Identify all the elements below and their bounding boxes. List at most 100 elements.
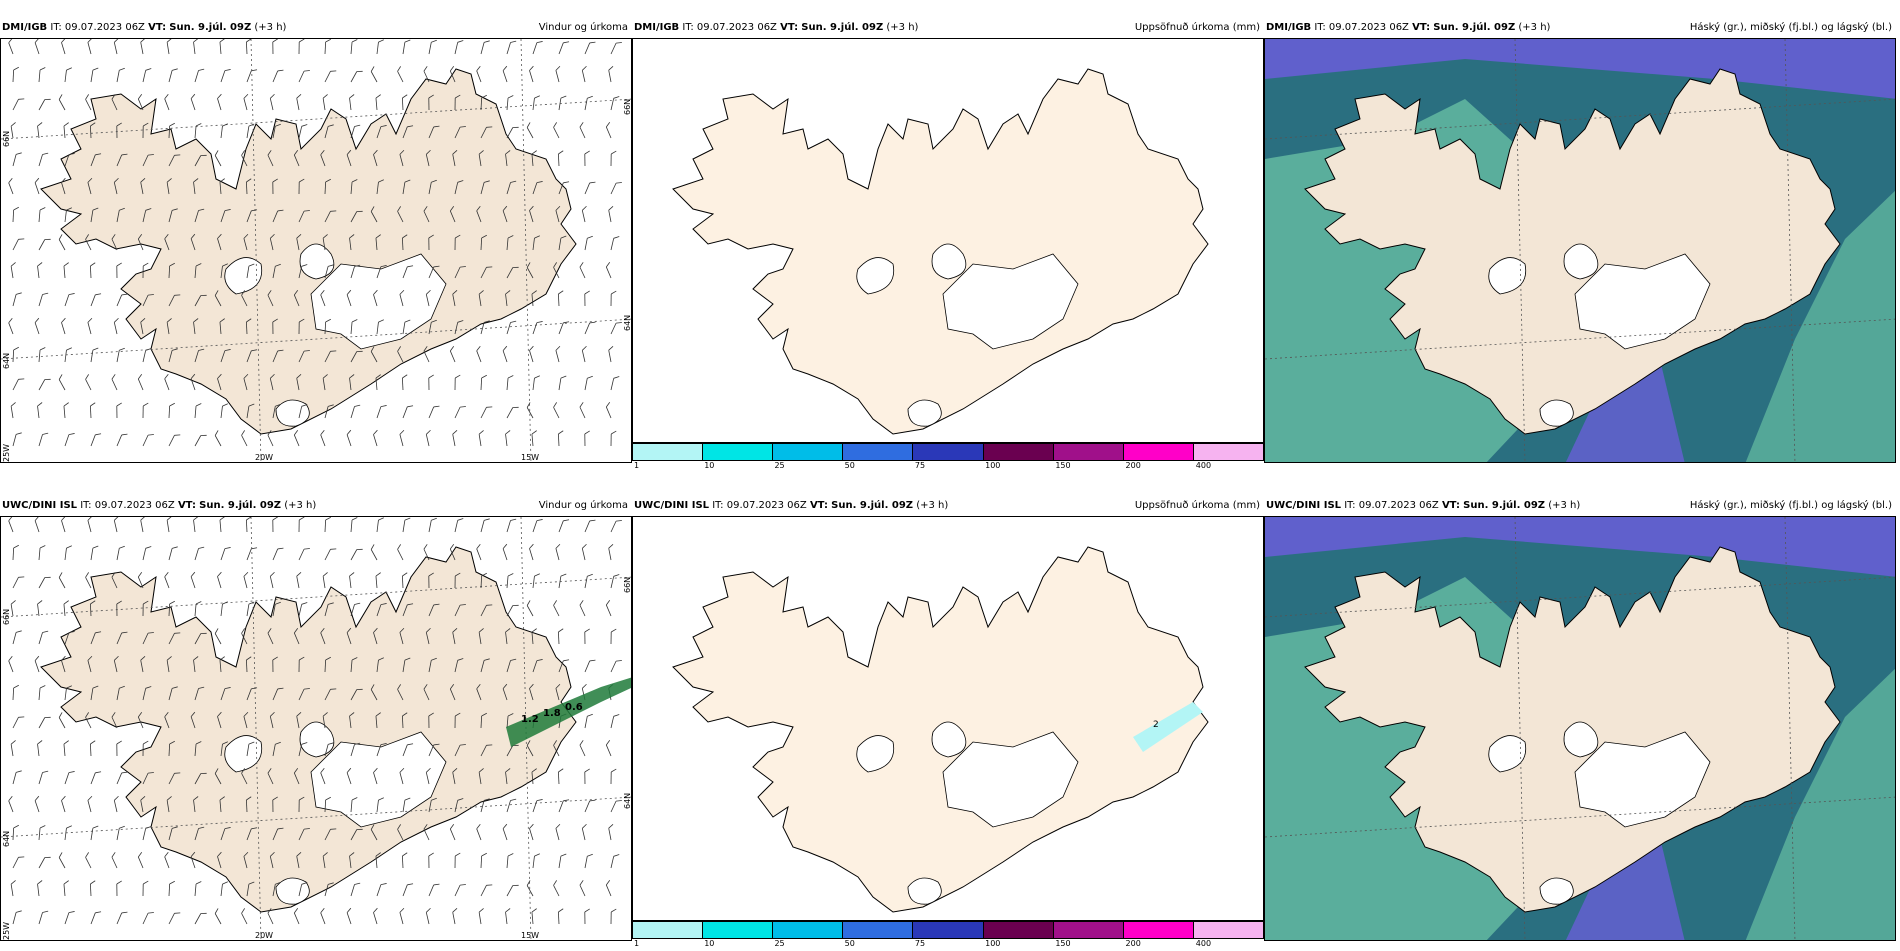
wind-barb [143,910,154,926]
product-title: Vindur og úrkoma [539,18,628,38]
product-title: Uppsöfnuð úrkoma (mm) [1135,18,1260,38]
map-canvas: 2 [633,517,1264,921]
wind-barb [533,518,543,534]
lead-time: (+3 h) [284,500,316,511]
wind-barb [246,39,252,54]
axis-label: 25W [2,922,11,940]
wind-barb [507,798,516,814]
wind-barb [91,432,101,448]
wind-barb [582,206,590,222]
valid-time: Sun. 9.júl. 09Z [199,500,281,511]
wind-barb [64,601,70,616]
colorbar-swatch [984,444,1054,460]
wind-barb [505,431,512,446]
map-area[interactable] [632,38,1264,443]
map-area[interactable] [1264,38,1896,463]
vt-label: VT: [148,22,166,33]
glacier [1540,878,1573,904]
wind-barb [91,770,101,786]
map-area[interactable]: 2 [632,516,1264,921]
wind-barb [193,517,200,532]
wind-barb [243,94,252,110]
wind-barb [37,123,44,138]
precip-label: 1.8 [543,708,561,719]
colorbar-tick: 25 [774,939,784,948]
wind-barb [65,67,72,82]
vt-label: VT: [178,500,196,511]
wind-barb [39,685,45,700]
wind-barb [8,796,18,812]
wind-barb [533,95,540,110]
wind-barb [8,39,18,54]
colorbar-swatch [1054,922,1124,938]
glacier [276,878,309,904]
wind-barb [39,575,51,591]
wind-barb [167,39,174,54]
wind-barb [13,152,22,168]
wind-barb [455,404,466,420]
wind-barb [58,374,70,390]
wind-barb [169,911,180,927]
model-name: UWC/DINI ISL [634,500,709,511]
glacier [1540,400,1573,426]
wind-barb [611,180,622,196]
wind-barb [552,122,563,138]
wind-barb [533,573,540,588]
wind-barb [323,572,330,588]
wind-barb [296,572,304,588]
wind-barb [39,770,48,786]
wind-barb [429,375,434,390]
colorbar-tick: 150 [1055,461,1070,470]
wind-barb [555,66,564,82]
wind-barb [558,629,564,644]
wind-barb [396,66,407,82]
wind-barb [608,544,616,560]
map-canvas: 1.21.80.6 [1,517,632,941]
wind-barb [585,431,590,446]
precip-label: 0.6 [565,702,583,713]
wind-barb [91,910,101,926]
wind-barb [426,908,434,924]
wind-barb [64,263,70,278]
precip-label: 2 [1153,720,1159,730]
wind-barb [559,375,566,391]
wind-barb [8,318,18,334]
wind-barb [605,402,615,418]
wind-barb [555,544,564,560]
wind-barb [58,94,70,110]
wind-barb [299,546,310,562]
panel-header: DMI/IGB IT: 09.07.2023 06Z VT: Sun. 9.jú… [632,18,1264,38]
wind-barb [370,66,382,82]
wind-barb [214,430,226,446]
panel-uwc-cloud: UWC/DINI ISL IT: 09.07.2023 06Z VT: Sun.… [1264,496,1896,941]
wind-barb [137,374,147,390]
wind-barb [13,545,19,560]
wind-barb [582,66,590,82]
wind-barb [270,94,278,110]
wind-barb [293,430,303,446]
wind-barb [65,825,72,840]
wind-barb [137,852,147,868]
wind-barb [558,291,564,306]
lead-time: (+3 h) [254,22,286,33]
init-time: 09.07.2023 06Z [1329,22,1409,33]
wind-barb [37,403,44,418]
wind-barb [195,881,201,896]
it-label: IT: [712,500,723,511]
wind-barb [13,237,24,253]
wind-barb [320,430,330,446]
wind-barb [426,430,434,446]
wind-barb [37,741,44,756]
wind-barb [579,122,590,138]
wind-barb [169,881,175,896]
wind-barb [11,122,18,138]
map-area[interactable] [1264,516,1896,941]
wind-barb [351,547,363,563]
wind-barb [169,433,180,449]
model-name: UWC/DINI ISL [2,500,77,511]
wind-barb [11,740,18,756]
wind-barb [13,292,22,308]
colorbar [632,443,1264,461]
